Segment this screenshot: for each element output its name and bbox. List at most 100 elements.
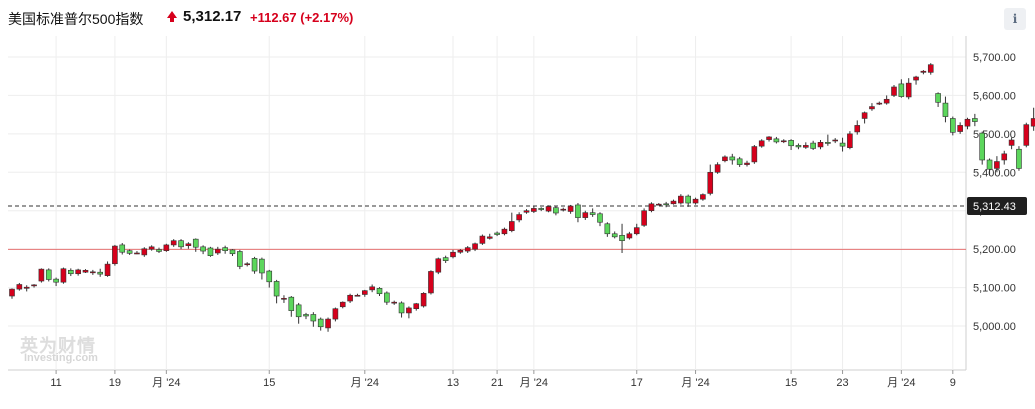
candle-body [847,133,853,148]
candle-body [979,132,986,161]
candle-body [567,205,574,212]
candle-body [949,118,956,133]
candle-body [604,223,611,235]
candle-body [773,138,780,143]
x-tick-label: 15 [785,377,797,389]
candle-body [237,251,243,267]
candle-body [810,142,816,149]
candle-body [501,228,508,235]
change-percent: (+2.17%) [300,10,354,25]
index-title: 美国标准普尔500指数 [8,11,144,27]
current-value-text: 5,312.43 [973,201,1016,213]
candle-body [347,294,353,302]
candle-body [148,246,155,250]
candle-body [215,248,221,254]
candle-body [802,145,809,148]
candle-body [641,210,647,226]
candle-body [560,208,567,211]
x-tick-label: 月 '24 [887,377,915,389]
candle-body [200,246,206,252]
candle-body [957,125,963,132]
candle-body [170,240,177,246]
current-value-label: 5,312.43 [967,196,1027,215]
candle-body [420,293,427,307]
candle-body [53,278,59,283]
candle-body [817,142,824,148]
candle-body [678,195,684,204]
candle-body [589,212,596,215]
candle-body [972,118,978,122]
candle-body [685,195,692,204]
candle-body [486,236,493,239]
candle-body [75,269,81,275]
candle-body [90,271,96,274]
candle-body [325,318,331,329]
candle-body [994,161,1000,169]
candle-body [780,140,787,143]
info-icon[interactable]: i [1004,8,1026,30]
chart-header: 美国标准普尔500指数 5,312.17 +112.67 (+2.17%) i [0,0,1035,36]
candle-body [442,257,449,261]
candle-body [457,249,464,253]
candle-body [435,258,442,273]
y-tick-label: 5,200.00 [973,244,1016,256]
candle-body [516,214,522,221]
candle-body [266,270,273,283]
candle-body [883,98,890,104]
candle-body [766,136,772,140]
candle-body [31,284,37,287]
candle-body [251,258,258,272]
candle-body [9,288,15,297]
candle-body [317,318,324,328]
y-tick-label: 5,600.00 [973,90,1016,102]
candlestick-chart[interactable]: 5,000.005,100.005,200.005,300.005,400.00… [0,36,1035,404]
candle-body [597,213,603,223]
candle-body [648,203,655,212]
candle-body [758,140,765,147]
candle-body [736,158,743,165]
x-tick-label: 9 [950,377,956,389]
candle-body [288,296,295,311]
y-tick-label: 5,400.00 [973,167,1016,179]
candle-body [869,106,875,110]
x-tick-label: 19 [109,377,121,389]
candle-body [795,145,802,148]
up-arrow-icon [167,11,177,22]
candle-body [134,252,140,255]
candle-body [244,263,250,266]
candle-body [582,212,589,218]
change-value: +112.67 [250,10,297,25]
candle-body [854,125,861,133]
candle-body [45,269,52,280]
candle-body [156,249,162,252]
x-tick-label: 21 [491,377,503,389]
candle-body [508,221,515,231]
candle-body [192,238,199,248]
candle-body [626,233,633,239]
current-price: 5,312.17 [183,8,242,25]
candle-body [60,268,67,283]
candle-body [920,70,927,73]
candle-body [406,307,412,314]
x-tick-label: 月 '24 [152,377,180,389]
candle-body [655,203,662,206]
candle-body [479,235,486,244]
candle-body [619,235,625,241]
candle-body [942,102,949,117]
candle-body [927,64,934,73]
candle-body [339,301,346,308]
candle-body [104,263,111,276]
candle-body [494,232,500,235]
candle-body [523,210,530,213]
candle-body [722,156,728,162]
candle-body [112,245,118,265]
candle-body [913,76,919,81]
candle-body [751,146,758,163]
candle-body [332,308,339,320]
chart-area[interactable]: 5,000.005,100.005,200.005,300.005,400.00… [0,36,1035,404]
candle-body [222,247,228,251]
candle-body [538,208,545,210]
candle-body [788,140,794,147]
candle-body [303,314,309,317]
candle-body [16,284,23,290]
